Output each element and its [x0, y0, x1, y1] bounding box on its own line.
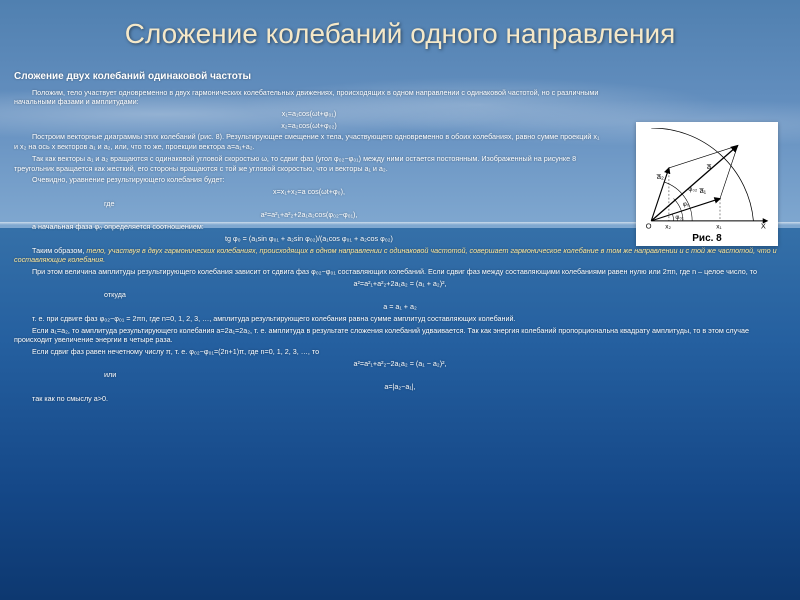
equation-sum-sq: a²=a²₁+a²₂+2a₁a₂ = (a₁ + a₂)²,: [14, 279, 786, 289]
conclusion-italic: тело, участвуя в двух гармонических коле…: [14, 246, 777, 265]
para-odd-pi: Если сдвиг фаз равен нечетному числу π, …: [14, 347, 786, 357]
equation-amplitude-sq: a²=a²₁+a²₂+2a₁a₂cos(φ₀₂−φ₀₁),: [14, 210, 604, 220]
equation-a-abs: a=|a₂−a₁|,: [14, 382, 786, 392]
para-conclusion: Таким образом, тело, участвуя в двух гар…: [14, 246, 786, 265]
fig-axis-x: X: [761, 221, 766, 230]
vector-diagram-svg: O X a̅₁ a̅₂ a̅ φ₀₁ φ₀ φ₀₂ x₁ x₂: [642, 128, 772, 230]
para-resulting: Очевидно, уравнение результирующего коле…: [14, 175, 604, 185]
fig-vec-a1: a̅₁: [699, 186, 707, 195]
para-rotation: Так как векторы a₁ и a₂ вращаются с один…: [14, 154, 604, 173]
fig-phi0: φ₀: [683, 202, 690, 208]
fig-vec-a: a̅: [706, 162, 712, 171]
equation-a-sum: a = a₁ + a₂: [14, 302, 786, 312]
equation-x2: x₂=a₂cos(ωt+φ₀₂): [14, 121, 604, 131]
fig-x1: x₁: [716, 223, 722, 230]
fig-phi02: φ₀₂: [688, 187, 697, 193]
label-or: или: [14, 370, 786, 380]
equation-diff-sq: a²=a²₁+a²₂−2a₁a₂ = (a₁ − a₂)²,: [14, 359, 786, 369]
equation-x1: x₁=a₁cos(ωt+φ₀₁): [14, 109, 604, 119]
label-whence: откуда: [14, 290, 786, 300]
para-vector-diagram: Построим векторные диаграммы этих колеба…: [14, 132, 604, 151]
para-amplitude-depends: При этом величина амплитуды результирующ…: [14, 267, 786, 277]
para-since: так как по смыслу a>0.: [14, 394, 786, 404]
equation-result: x=x₁+x₂=a cos(ωt+φ₀),: [14, 187, 604, 197]
conclusion-lead: Таким образом,: [32, 246, 86, 255]
fig-x2: x₂: [665, 223, 671, 230]
equation-tan-phi: tg φ₀ = (a₁sin φ₀₁ + a₂sin φ₀₂)/(a₁cos φ…: [14, 234, 604, 244]
page-title: Сложение колебаний одного направления: [0, 18, 800, 50]
figure-caption: Рис. 8: [642, 233, 772, 244]
fig-phi01: φ₀₁: [675, 215, 683, 221]
fig-origin: O: [646, 221, 652, 230]
fig-vec-a2: a̅₂: [656, 172, 664, 181]
para-phase: а начальная фаза φ₀ определяется соотнош…: [14, 222, 604, 232]
para-double: Если a₁=a₂, то амплитуда результирующего…: [14, 326, 786, 345]
section-subtitle: Сложение двух колебаний одинаковой часто…: [14, 70, 604, 84]
para-intro: Положим, тело участвует одновременно в д…: [14, 88, 604, 107]
para-sum-case: т. е. при сдвиге фаз φ₀₂−φ₀₁ = 2πn, где …: [14, 314, 786, 324]
figure-8: O X a̅₁ a̅₂ a̅ φ₀₁ φ₀ φ₀₂ x₁ x₂ Рис. 8: [636, 122, 778, 246]
label-where: где: [14, 199, 604, 209]
